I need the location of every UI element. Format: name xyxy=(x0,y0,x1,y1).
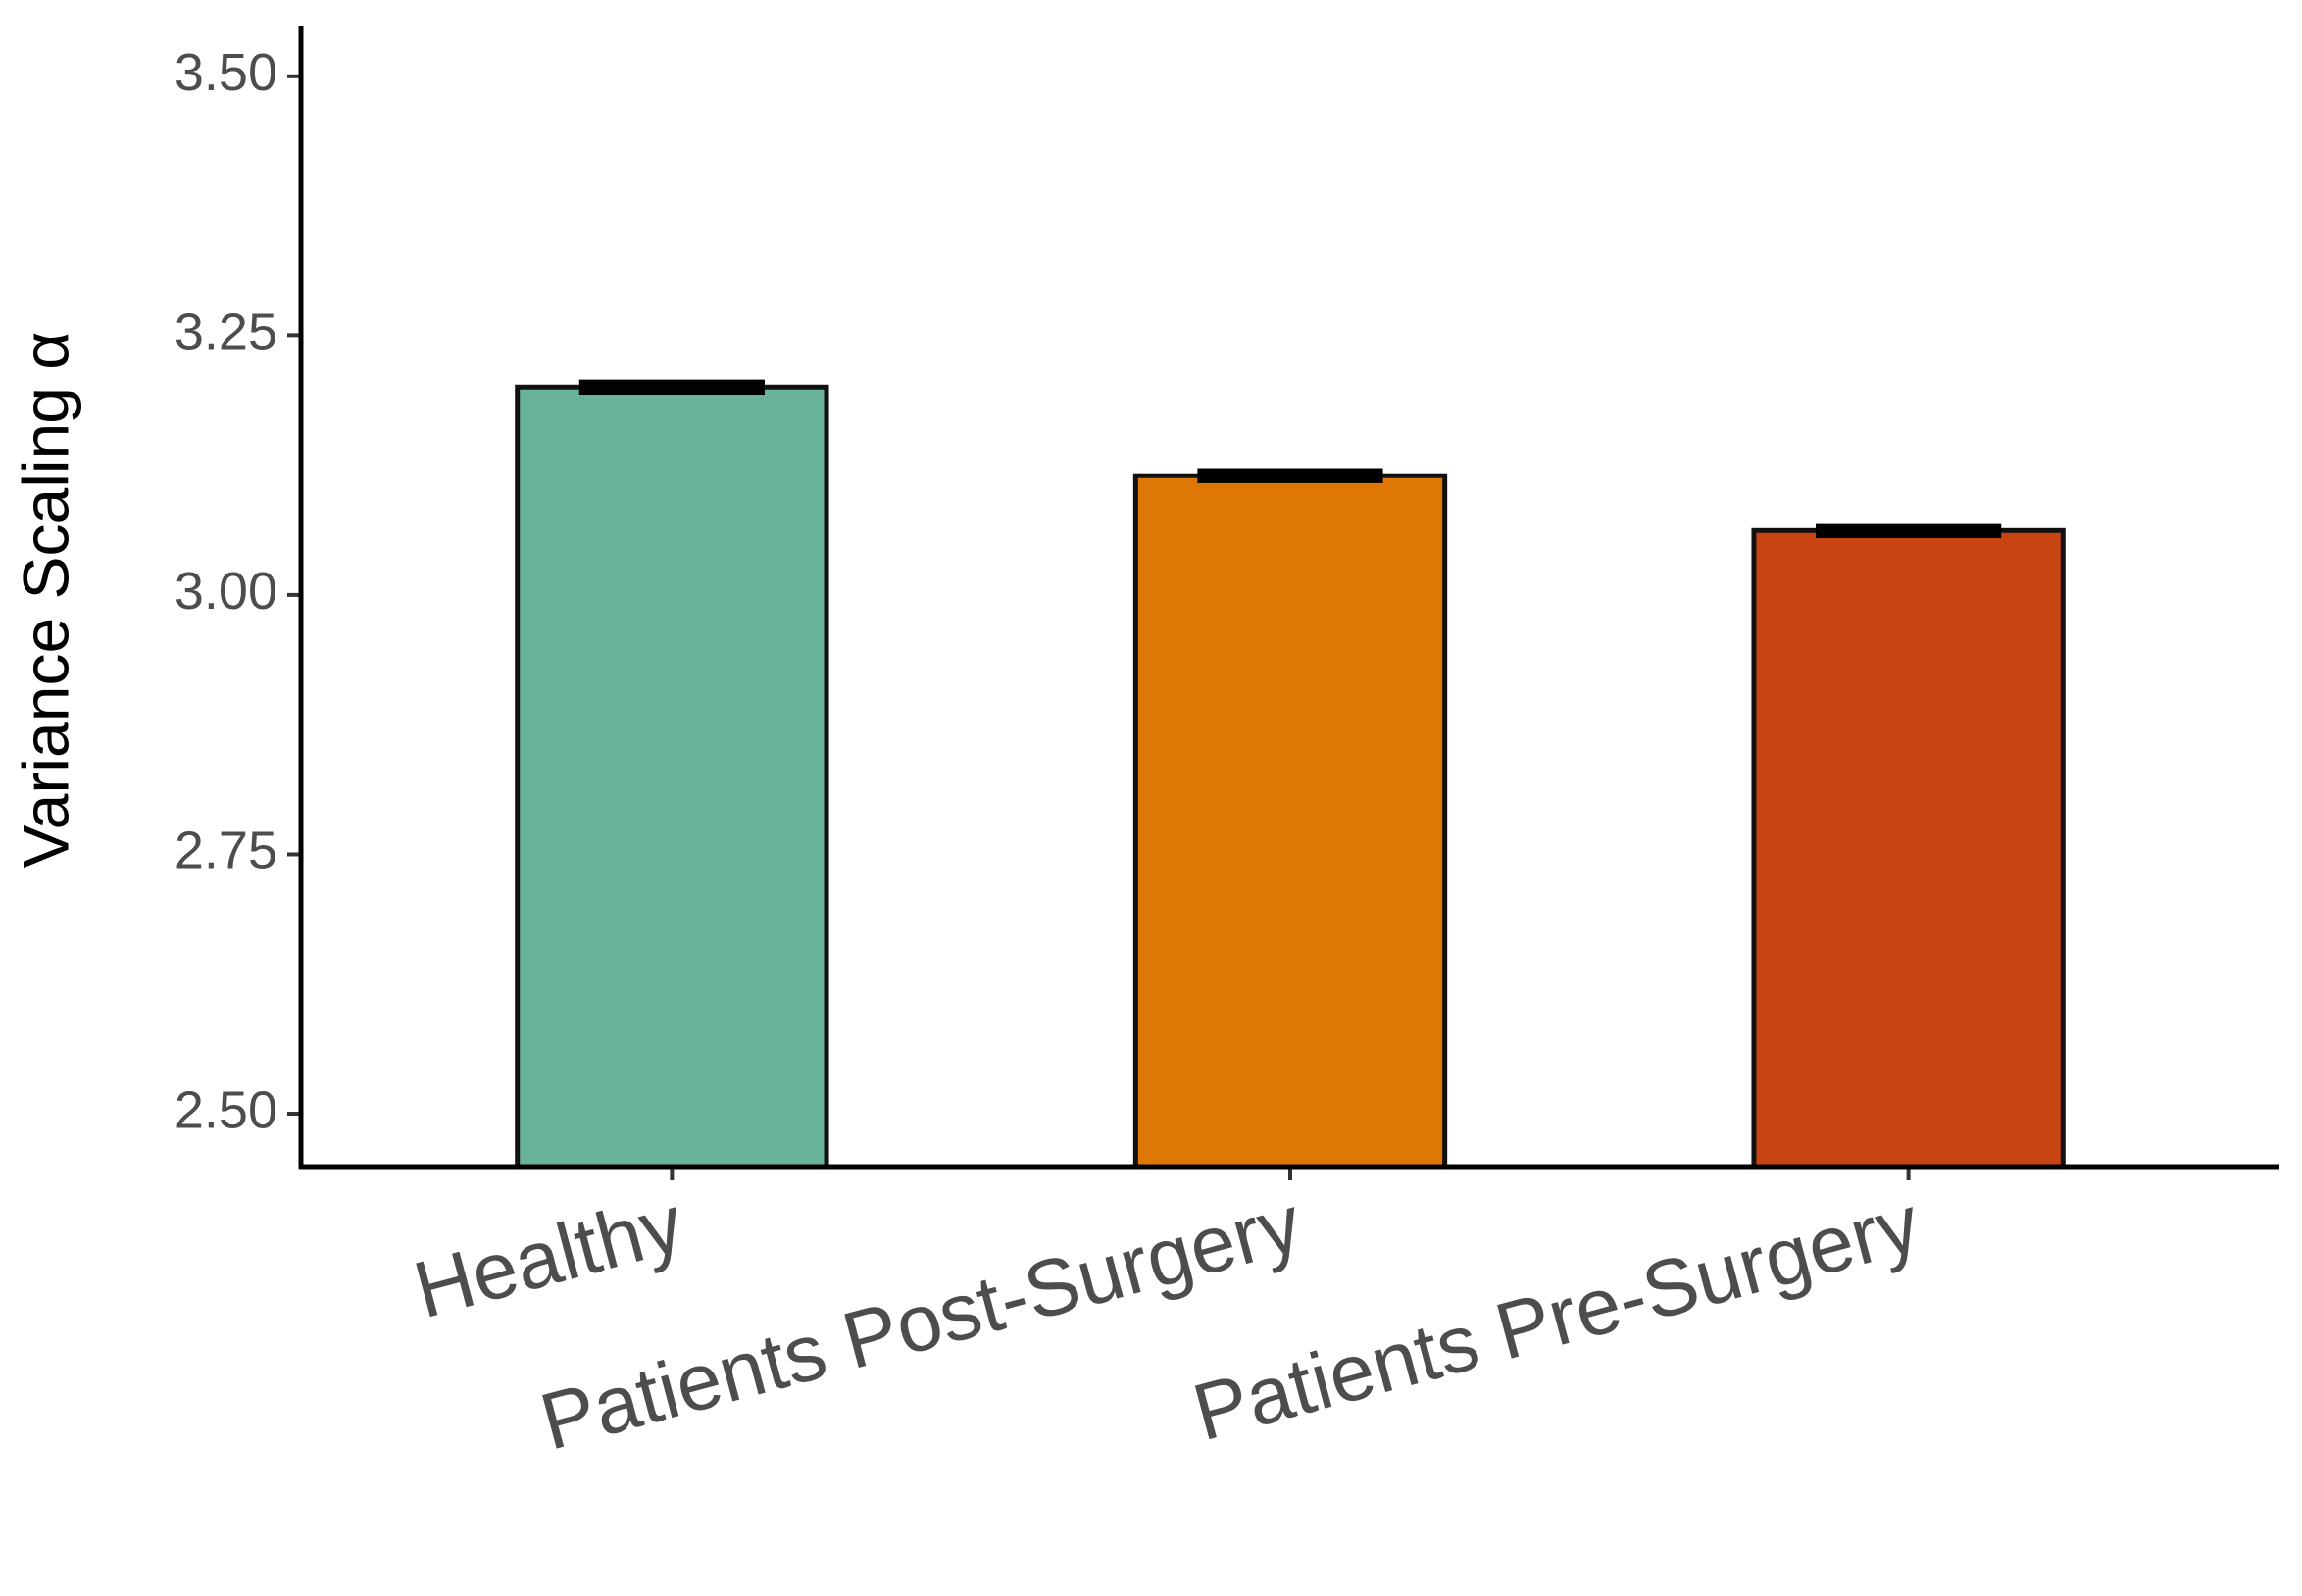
error-bar xyxy=(1816,523,2002,538)
bar xyxy=(1132,473,1448,1170)
error-bar xyxy=(1197,468,1383,483)
bar xyxy=(1751,527,2066,1170)
y-tick-label: 2.50 xyxy=(175,1080,277,1139)
y-tick-label: 3.25 xyxy=(175,303,277,362)
x-tick-label: Healthy xyxy=(406,1178,692,1335)
y-tick-label: 3.00 xyxy=(175,562,277,621)
y-tick-label: 2.75 xyxy=(175,822,277,880)
error-bar xyxy=(578,379,765,395)
y-axis-label: Variance Scaling α xyxy=(9,332,81,869)
y-tick-label: 3.50 xyxy=(175,43,277,102)
bar xyxy=(515,384,829,1170)
